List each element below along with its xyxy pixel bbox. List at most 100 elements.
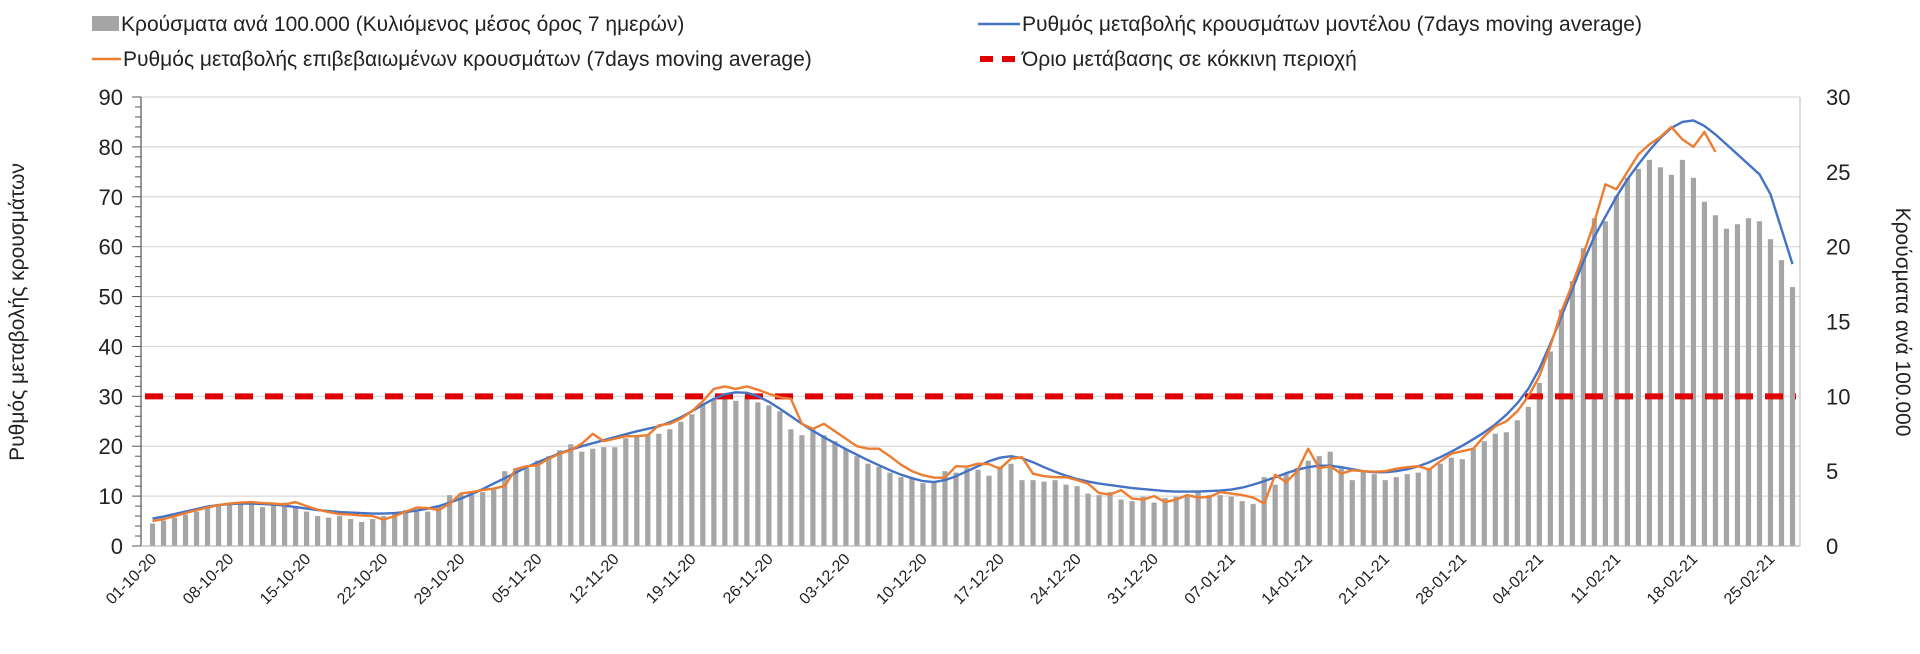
x-tick-label: 01-10-20 xyxy=(103,551,160,608)
bar xyxy=(931,481,937,546)
bar xyxy=(359,522,365,546)
bar xyxy=(1580,248,1586,546)
x-tick-label: 26-11-20 xyxy=(720,551,777,608)
bar xyxy=(1767,239,1774,546)
y-tick-label: 30 xyxy=(99,384,123,409)
bar xyxy=(502,471,508,546)
bar xyxy=(303,511,310,546)
bar xyxy=(480,492,486,546)
legend-item-model-rate: Ρυθμός μεταβολής κρουσμάτων μοντέλου (7d… xyxy=(978,13,1642,36)
bar xyxy=(1536,382,1542,546)
bar xyxy=(1206,495,1212,546)
bar xyxy=(711,399,717,546)
bar xyxy=(1074,486,1080,546)
x-tick-label: 03-12-20 xyxy=(796,551,853,608)
y-right-tick-label: 20 xyxy=(1826,235,1850,260)
bar xyxy=(777,411,783,546)
bar xyxy=(447,495,453,546)
bar xyxy=(942,471,948,546)
bar xyxy=(546,456,552,546)
bar xyxy=(259,507,266,546)
bar xyxy=(689,414,695,546)
bar xyxy=(149,523,156,546)
bar xyxy=(975,469,981,546)
x-tick-label: 07-01-21 xyxy=(1182,551,1239,608)
bar xyxy=(788,429,794,546)
bar xyxy=(1096,495,1102,546)
bar xyxy=(1360,471,1366,546)
bar xyxy=(1459,459,1465,546)
bar xyxy=(1613,195,1619,546)
bar xyxy=(204,508,211,546)
bar xyxy=(1701,201,1708,546)
bar xyxy=(1778,260,1785,546)
bar xyxy=(1019,480,1025,546)
bar xyxy=(292,507,299,546)
bar xyxy=(1569,281,1575,546)
bar xyxy=(1404,474,1410,546)
y-right-tick-label: 15 xyxy=(1826,310,1850,335)
legend-label: Ρυθμός μεταβολής επιβεβαιωμένων κρουσμάτ… xyxy=(123,48,812,71)
legend-label: Κρούσματα ανά 100.000 (Κυλιόμενος μέσος … xyxy=(121,13,684,36)
bar xyxy=(557,450,563,546)
bar xyxy=(381,516,387,546)
bar xyxy=(326,517,332,546)
x-tick-label: 21-01-21 xyxy=(1336,551,1393,608)
x-tick-label: 15-10-20 xyxy=(257,551,314,608)
x-tick-label: 25-02-21 xyxy=(1721,551,1778,608)
bar xyxy=(733,400,739,546)
left-axis-tick-labels: 0 10 20 30 40 50 60 70 80 90 xyxy=(99,85,123,559)
bar xyxy=(1415,472,1421,546)
bar xyxy=(226,504,233,546)
bar xyxy=(1525,406,1531,546)
bar xyxy=(1283,474,1289,546)
bar xyxy=(1140,496,1146,546)
bar xyxy=(1261,477,1267,546)
bar xyxy=(1745,218,1752,547)
legend-bar-swatch xyxy=(92,16,119,31)
bar xyxy=(1272,484,1278,546)
bar xyxy=(281,502,288,546)
y-right-tick-label: 10 xyxy=(1826,384,1850,409)
bar xyxy=(568,444,574,546)
bar xyxy=(898,477,904,546)
axes xyxy=(132,96,1801,547)
bar xyxy=(1063,484,1069,546)
bar xyxy=(1690,177,1697,546)
y-right-tick-label: 30 xyxy=(1826,85,1850,110)
y-tick-label: 50 xyxy=(99,285,123,310)
bar xyxy=(1481,441,1487,546)
line-series xyxy=(152,119,1794,523)
bar xyxy=(1756,221,1763,546)
bar xyxy=(744,396,750,546)
bar xyxy=(1195,490,1201,546)
x-tick-label: 14-01-21 xyxy=(1259,551,1316,608)
bar xyxy=(722,396,728,546)
bar xyxy=(1657,167,1664,547)
y-tick-label: 70 xyxy=(99,185,123,210)
bar xyxy=(1723,228,1730,546)
legend-item-confirmed-rate: Ρυθμός μεταβολής επιβεβαιωμένων κρουσμάτ… xyxy=(92,48,812,71)
bar xyxy=(491,489,497,546)
bar xyxy=(1470,448,1476,546)
bar xyxy=(215,505,222,546)
bar xyxy=(1437,463,1443,546)
bar xyxy=(1393,477,1399,546)
bar xyxy=(1591,218,1597,547)
bar xyxy=(1426,468,1432,546)
bar xyxy=(414,511,420,546)
bar xyxy=(986,475,992,546)
bar xyxy=(403,510,409,546)
bar xyxy=(315,516,321,546)
bar xyxy=(1129,501,1135,546)
x-tick-label: 08-10-20 xyxy=(180,551,237,608)
y-tick-label: 60 xyxy=(99,235,123,260)
bar xyxy=(667,429,673,546)
bar xyxy=(1239,501,1245,546)
bar xyxy=(337,516,343,546)
x-tick-label: 12-11-20 xyxy=(566,551,623,608)
bar xyxy=(1514,420,1520,546)
bar xyxy=(964,468,970,546)
bar xyxy=(1085,493,1091,546)
